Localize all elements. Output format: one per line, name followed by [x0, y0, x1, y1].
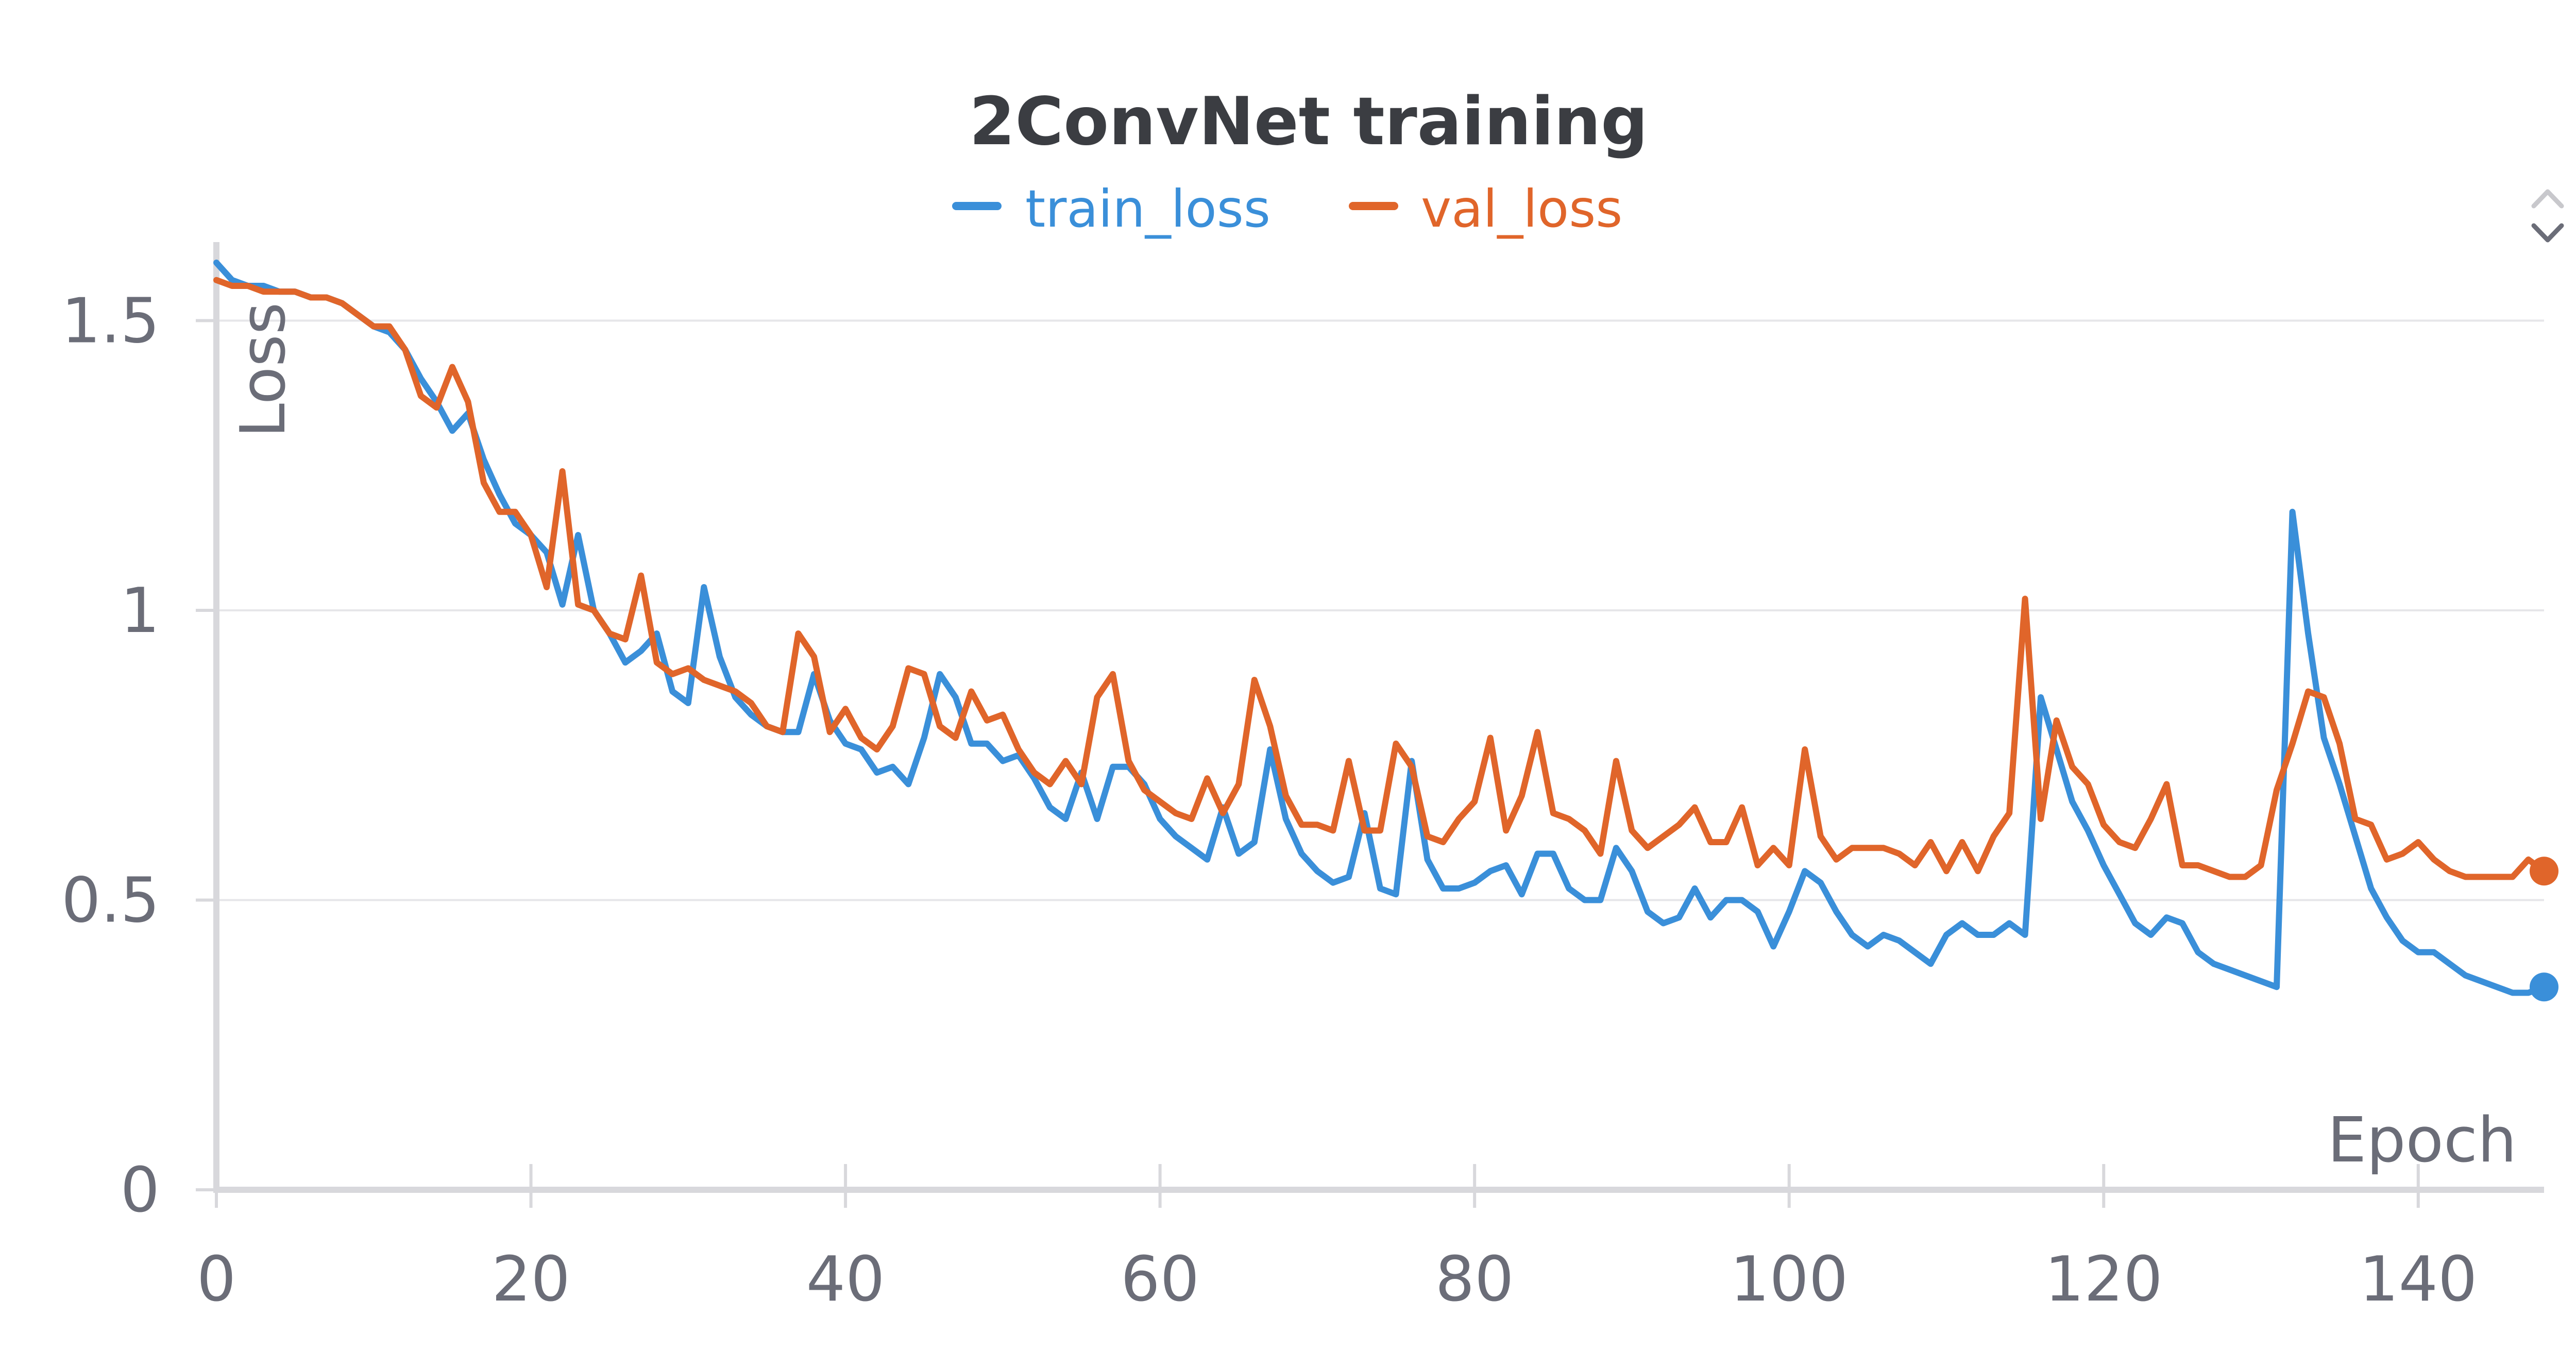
series	[213, 260, 2558, 1002]
x-tick-label: 120	[2045, 1244, 2163, 1315]
y-tick-label: 1.5	[61, 286, 160, 357]
y-tick-label: 0.5	[61, 865, 160, 937]
axes	[196, 242, 2544, 1208]
x-tick-label: 40	[806, 1244, 885, 1315]
legend-item-val-loss[interactable]: val_loss	[1349, 179, 1622, 239]
x-tick-label: 100	[1730, 1244, 1848, 1315]
x-tick-label: 20	[492, 1244, 570, 1315]
legend-label-train-loss: train_loss	[1025, 179, 1270, 239]
legend[interactable]: train_loss val_loss	[952, 179, 1622, 239]
legend-item-train-loss[interactable]: train_loss	[952, 179, 1270, 239]
tick-labels: 0 0.5 1 1.5 0 20 40 60 80 100 120 140	[61, 286, 2477, 1316]
chevron-up-down-icon[interactable]	[2531, 189, 2564, 243]
series-line-train-loss	[213, 260, 2547, 996]
x-tick-label: 140	[2359, 1244, 2477, 1315]
series-val-loss	[213, 277, 2558, 886]
x-tick-label: 80	[1435, 1244, 1514, 1315]
series-line-val-loss	[213, 277, 2547, 880]
y-tick-label: 1	[121, 575, 160, 647]
y-axis-title: Loss	[228, 302, 299, 438]
chart-title: 2ConvNet training	[969, 83, 1648, 160]
x-tick-label: 60	[1121, 1244, 1199, 1315]
series-end-point-val-loss	[2530, 857, 2558, 886]
y-tick-label: 0	[121, 1155, 160, 1226]
x-tick-label: 0	[197, 1244, 236, 1315]
series-train-loss	[213, 260, 2558, 1002]
x-axis-title: Epoch	[2328, 1105, 2517, 1176]
grid-lines	[216, 319, 2544, 901]
legend-label-val-loss: val_loss	[1421, 179, 1622, 239]
series-end-point-train-loss	[2530, 972, 2558, 1002]
